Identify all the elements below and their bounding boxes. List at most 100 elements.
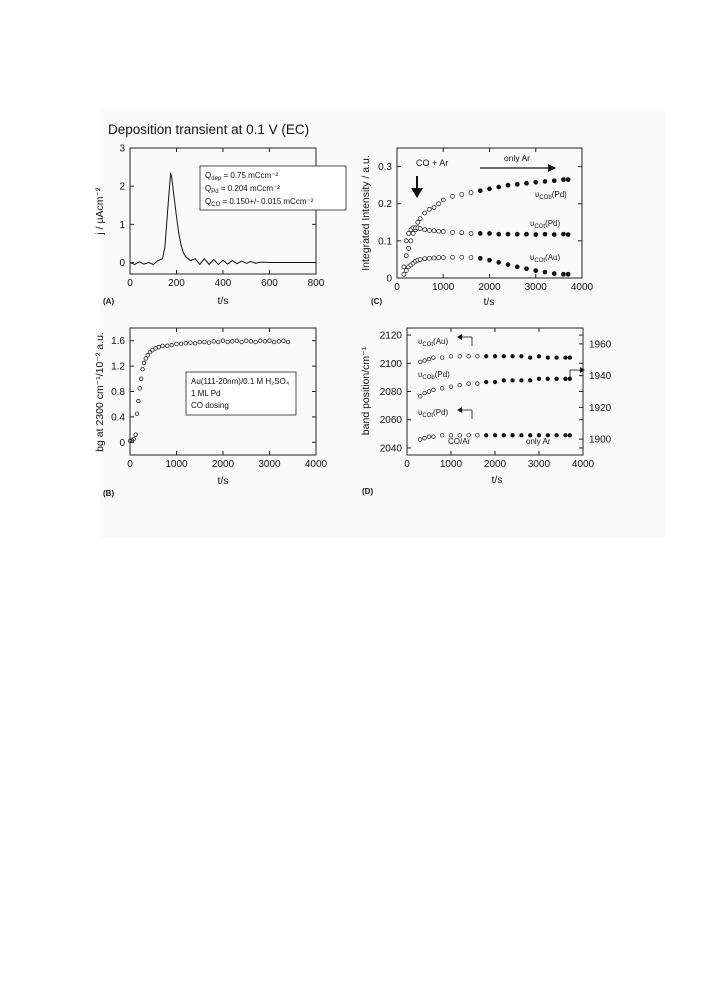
data-point [524,180,529,186]
data-point [519,378,524,383]
data-point [545,355,550,360]
data-point [528,378,533,383]
data-point [440,229,446,234]
data-point [554,433,559,438]
data-point [542,179,548,184]
data-point [401,264,407,270]
y-tick-label: 0.3 [378,162,392,173]
data-point [244,338,249,343]
data-point [262,339,268,344]
data-point [415,219,421,225]
x-tick-label: 400 [215,278,232,289]
data-point [133,432,138,437]
panel-c-series-label: υCOb(Pd) [535,190,567,201]
right-axis-arrow-icon [569,367,585,380]
data-point [426,356,432,362]
data-point [496,231,502,237]
data-point [427,228,432,233]
panel-a-legend-box [199,165,347,211]
x-tick-label: 1000 [432,282,455,293]
data-point [505,231,511,237]
panel-b-xlabel: t/s [217,475,228,487]
data-point [487,257,492,263]
figure-title: Deposition transient at 0.1 V (EC) [108,122,309,137]
data-point [533,232,539,237]
data-point [551,271,557,276]
data-point [440,386,445,391]
data-point [422,227,428,233]
y-tick-label: 2 [119,182,125,193]
data-point [554,376,559,381]
y-tick-label: 2100 [380,359,403,370]
panel-a-legend-line: QPd = 0.204 mCcm⁻² [205,184,280,195]
data-point [426,434,432,439]
y-tick-label: 2060 [380,415,403,426]
data-point [459,230,465,236]
data-point [567,433,572,438]
data-point [131,436,136,442]
data-point [563,433,568,438]
data-point [422,390,427,396]
data-point [440,433,445,438]
data-point [487,186,492,192]
y2-tick-label: 1900 [589,435,612,446]
data-point [211,339,216,344]
data-point [141,360,147,366]
data-point [536,376,542,381]
y-tick-label: 2040 [380,443,403,454]
data-point [477,255,483,261]
data-point [533,179,539,185]
panel-c-annot-only-ar: only Ar [504,153,530,163]
panel-b-letter: (B) [103,489,114,498]
y-tick-label: 0.4 [111,412,125,423]
y2-tick-label: 1920 [589,403,612,414]
data-point [216,339,221,345]
data-point [197,339,202,345]
panel-b: 0 1000 2000 3000 4000 0 0.4 0.8 1.2 1.6 Au(111-20… [94,327,328,498]
panel-d-letter: (D) [362,487,373,496]
data-point [561,177,566,182]
data-point [436,228,441,234]
data-point [225,339,230,345]
x-tick-label: 4000 [572,459,595,470]
y-tick-label: 0 [119,258,125,269]
data-point [417,257,423,262]
x-tick-label: 0 [127,459,133,470]
data-point [422,256,428,262]
data-point [136,398,141,404]
data-point [492,354,498,359]
y-tick-label: 0 [119,438,125,449]
panel-c-series-label: υCOt(Au) [530,253,560,264]
data-point [466,354,471,359]
x-tick-label: 0 [127,278,133,289]
data-point [468,190,474,195]
panel-a-ylabel: j / µAcm⁻² [94,187,106,236]
x-tick-label: 1000 [165,459,188,470]
panel-b-marks [127,338,291,444]
data-point [220,338,226,343]
data-point [418,437,423,442]
panel-c: 0 1000 2000 3000 4000 0 0.1 0.2 0.3 CO + Ar only… [360,147,594,308]
y2-tick-label: 1940 [589,371,612,382]
data-point [533,268,539,273]
x-tick-label: 600 [261,278,278,289]
data-point [150,348,155,353]
data-point [519,354,524,359]
y-tick-label: 1 [119,220,125,231]
data-point [127,438,133,444]
data-point [545,376,550,381]
panel-d: 0 1000 2000 3000 4000 2040 2060 2080 2100 2120 190… [360,327,612,496]
data-point [466,433,471,438]
data-point [253,339,258,345]
data-point [524,231,529,237]
left-axis-arrow-icon [457,334,473,346]
data-point [514,231,520,237]
data-point [551,178,557,184]
data-point [426,389,432,394]
data-point [459,192,465,197]
data-point [272,339,277,345]
data-point [505,262,511,267]
data-point [457,433,462,438]
data-point [563,376,568,381]
data-point [248,339,254,344]
